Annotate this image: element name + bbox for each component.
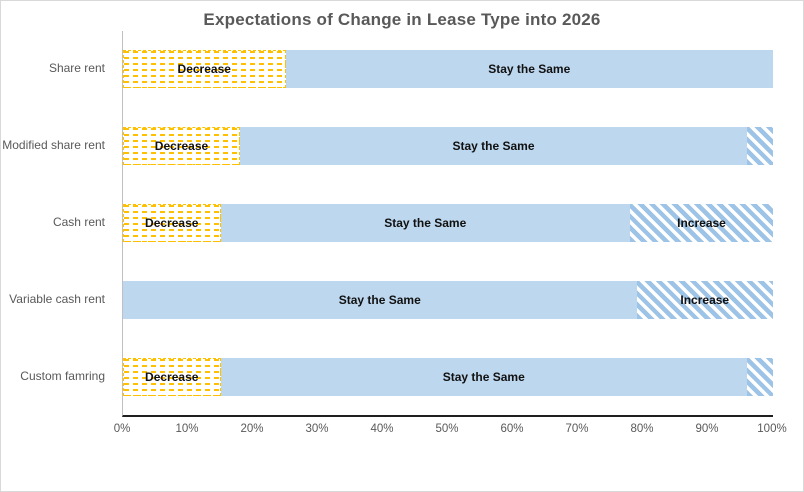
- x-axis-tick-label: 90%: [695, 423, 719, 435]
- x-axis-tick-label: 100%: [757, 423, 787, 435]
- bar-segment-decrease: Decrease: [123, 127, 240, 166]
- bar-segment-increase: [747, 127, 773, 166]
- bar-segment-label: Decrease: [145, 216, 199, 230]
- bar-row: Decrease Stay the Same: [123, 50, 773, 89]
- bar-segment-label: Stay the Same: [338, 292, 421, 307]
- bar-segment-increase: [747, 357, 773, 396]
- bar-segment-label: Decrease: [177, 62, 231, 77]
- bar-segment-stay-the-same: Stay the Same: [220, 204, 630, 242]
- bar-segment-stay-the-same: Stay the Same: [285, 50, 773, 89]
- bar-segment-stay-the-same: Stay the Same: [240, 127, 747, 166]
- category-axis: Share rent Modified share rent Cash rent Va…: [1, 31, 114, 415]
- bar-segment-label: Stay the Same: [452, 139, 535, 154]
- bar-segment-stay-the-same: Stay the Same: [123, 280, 637, 319]
- x-axis-tick-label: 70%: [565, 423, 589, 435]
- bar-segment-label: Decrease: [154, 139, 209, 154]
- category-label: Share rent: [48, 61, 105, 76]
- category-label: Custom famring: [20, 368, 105, 383]
- bar-row: Decrease Stay the Same: [123, 127, 773, 166]
- bar-segment-label: Stay the Same: [384, 216, 467, 230]
- x-axis-tick-label: 60%: [500, 423, 524, 435]
- bar-row: Stay the Same Increase: [123, 280, 773, 319]
- category-label: Variable cash rent: [9, 291, 105, 306]
- bar-segment-label: Decrease: [145, 369, 199, 384]
- x-axis-tick-label: 80%: [630, 423, 654, 435]
- bar-segment-increase: Increase: [630, 204, 773, 242]
- x-axis-ticks: 0% 10% 20% 30% 40% 50% 60% 70% 80% 90% 100%: [114, 423, 787, 439]
- x-axis-tick-label: 40%: [370, 423, 394, 435]
- bar-segment-label: Stay the Same: [488, 62, 571, 77]
- bar-segment-decrease: Decrease: [123, 357, 221, 396]
- bar-segment-stay-the-same: Stay the Same: [220, 357, 747, 396]
- bar-segment-increase: Increase: [636, 280, 773, 319]
- x-axis-tick-label: 10%: [175, 423, 199, 435]
- bar-segment-decrease: Decrease: [123, 204, 221, 242]
- bar-row: Decrease Stay the Same: [123, 357, 773, 396]
- x-axis-tick-label: 50%: [435, 423, 459, 435]
- bar-segment-decrease: Decrease: [123, 50, 286, 89]
- chart-title: Expectations of Change in Lease Type int…: [203, 10, 601, 29]
- category-label: Cash rent: [52, 215, 105, 229]
- plot-area: Decrease Stay the Same Decrease Stay the Sa…: [122, 31, 773, 417]
- bar-segment-label: Increase: [680, 292, 730, 307]
- category-label: Modified share rent: [2, 138, 105, 153]
- x-axis-tick-label: 30%: [305, 423, 329, 435]
- x-axis-tick-label: 0%: [113, 423, 131, 435]
- bar-segment-label: Increase: [677, 216, 726, 230]
- bar-row: Decrease Stay the Same Increase: [123, 204, 773, 242]
- bar-segment-label: Stay the Same: [442, 369, 525, 384]
- x-axis-tick-label: 20%: [240, 423, 264, 435]
